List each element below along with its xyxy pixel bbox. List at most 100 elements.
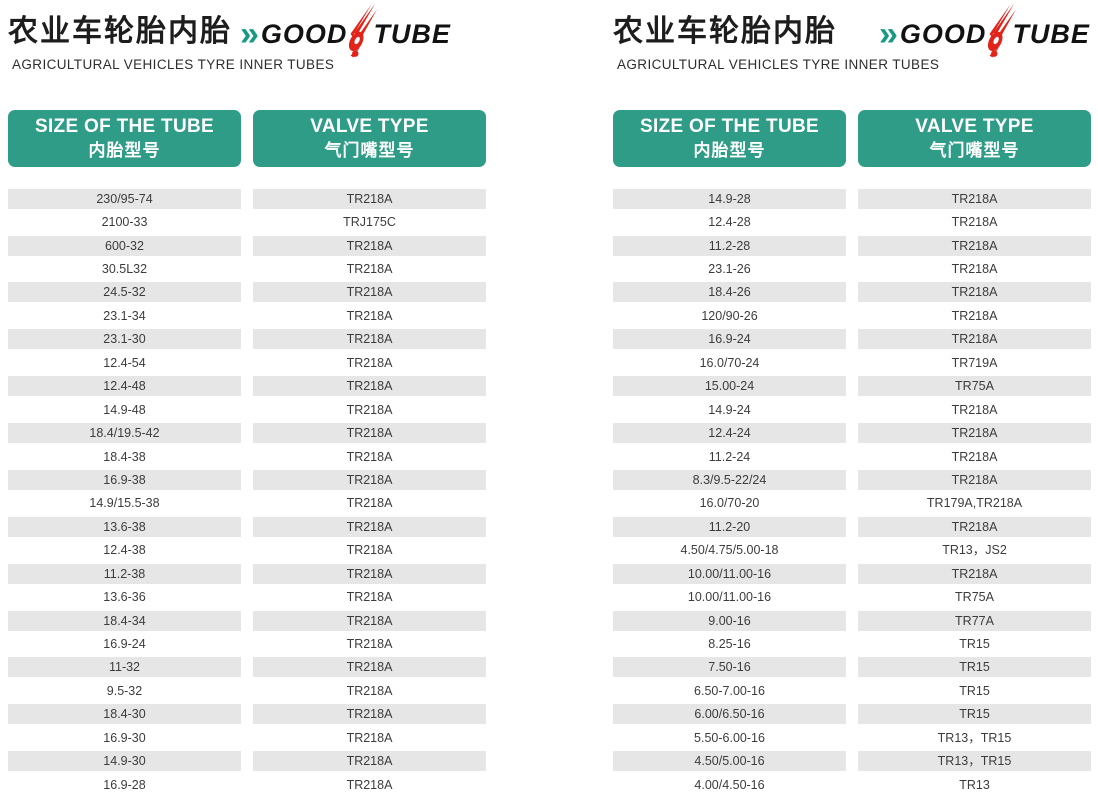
valve-cell: TR218A: [951, 449, 998, 464]
left-table-rows: 230/95-74 TR218A 2100-33 TRJ175C 600-32 TR218…: [8, 187, 486, 796]
valve-column-header: VALVE TYPE 气门嘴型号: [858, 110, 1091, 167]
valve-cell: TR218A: [253, 329, 486, 350]
valve-cell: TR218A: [346, 590, 393, 605]
logo-word-good: GOOD: [260, 19, 348, 49]
size-cell: 16.9-24: [103, 637, 146, 652]
table-row: 9.00-16 TR77A: [613, 609, 1091, 632]
table-row: 2100-33 TRJ175C: [8, 210, 486, 233]
table-row: 14.9-48 TR218A: [8, 398, 486, 421]
valve-cell: TR13，TR15: [937, 730, 1012, 745]
size-cell: 12.4-24: [613, 423, 846, 444]
logo-word-tube: TUBE: [373, 19, 451, 49]
size-cell: 30.5L32: [101, 262, 148, 277]
size-cell: 14.9/15.5-38: [89, 496, 160, 511]
table-row: 11-32 TR218A: [8, 656, 486, 679]
table-row: 12.4-54 TR218A: [8, 351, 486, 374]
size-cell: 14.9-28: [613, 188, 846, 209]
size-cell: 4.50/4.75/5.00-18: [680, 543, 779, 558]
table-row: 5.50-6.00-16 TR13，TR15: [613, 726, 1091, 749]
valve-cell: TR75A: [858, 376, 1091, 397]
chevron-right-icon: »: [240, 15, 259, 53]
size-cell: 14.9-30: [8, 751, 241, 772]
size-cell: 11.2-28: [613, 235, 846, 256]
size-cell: 5.50-6.00-16: [694, 730, 765, 745]
valve-cell: TR218A: [253, 423, 486, 444]
table-row: 11.2-38 TR218A: [8, 562, 486, 585]
valve-cell: TR218A: [951, 308, 998, 323]
table-row: 600-32 TR218A: [8, 234, 486, 257]
table-row: 24.5-32 TR218A: [8, 281, 486, 304]
table-row: 7.50-16 TR15: [613, 656, 1091, 679]
table-row: 11.2-28 TR218A: [613, 234, 1091, 257]
valve-cell: TR13: [959, 777, 990, 792]
table-header-row: SIZE OF THE TUBE 内胎型号 VALVE TYPE 气门嘴型号: [613, 110, 1091, 167]
table-row: 10.00/11.00-16 TR75A: [613, 585, 1091, 608]
valve-cell: TR218A: [253, 235, 486, 256]
size-header-english: SIZE OF THE TUBE: [640, 116, 819, 137]
valve-cell: TR218A: [346, 543, 393, 558]
table-row: 12.4-38 TR218A: [8, 539, 486, 562]
size-cell: 12.4-48: [8, 376, 241, 397]
table-row: 13.6-38 TR218A: [8, 515, 486, 538]
page-subtitle-english: AGRICULTURAL VEHICLES TYRE INNER TUBES: [617, 57, 940, 72]
valve-cell: TR218A: [951, 262, 998, 277]
table-row: 9.5-32 TR218A: [8, 679, 486, 702]
size-cell: 11.2-20: [613, 516, 846, 537]
valve-cell: TR15: [858, 704, 1091, 725]
size-cell: 15.00-24: [613, 376, 846, 397]
table-row: 16.0/70-20 TR179A,TR218A: [613, 492, 1091, 515]
valve-cell: TR179A,TR218A: [926, 496, 1023, 511]
size-cell: 9.5-32: [106, 683, 143, 698]
table-row: 11.2-20 TR218A: [613, 515, 1091, 538]
table-row: 23.1-30 TR218A: [8, 328, 486, 351]
brand-row: 农业车轮胎内胎 » GOOD TUBE: [8, 3, 451, 58]
valve-cell: TR218A: [346, 262, 393, 277]
table-row: 4.50/5.00-16 TR13，TR15: [613, 750, 1091, 773]
size-cell: 11.2-24: [708, 449, 751, 464]
table-row: 12.4-48 TR218A: [8, 375, 486, 398]
size-cell: 16.9-28: [103, 777, 146, 792]
table-row: 16.0/70-24 TR719A: [613, 351, 1091, 374]
size-cell: 18.4-34: [8, 610, 241, 631]
logo-word-good: GOOD: [899, 19, 987, 49]
table-row: 16.9-30 TR218A: [8, 726, 486, 749]
valve-cell: TR218A: [346, 308, 393, 323]
size-cell: 16.0/70-24: [699, 355, 760, 370]
valve-cell: TR75A: [955, 590, 994, 605]
table-row: 18.4-26 TR218A: [613, 281, 1091, 304]
size-cell: 23.1-30: [8, 329, 241, 350]
size-cell: 16.9-30: [103, 730, 146, 745]
table-row: 16.9-24 TR218A: [8, 632, 486, 655]
size-cell: 10.00/11.00-16: [613, 563, 846, 584]
size-cell: 16.9-38: [8, 469, 241, 490]
valve-cell: TR218A: [346, 496, 393, 511]
valve-cell: TR218A: [253, 188, 486, 209]
size-cell: 4.50/5.00-16: [613, 751, 846, 772]
chevron-right-icon: »: [879, 15, 898, 53]
size-cell: 23.1-34: [103, 308, 146, 323]
valve-cell: TR15: [959, 683, 990, 698]
table-row: 12.4-28 TR218A: [613, 210, 1091, 233]
red-comet-tube-icon: [343, 2, 378, 60]
valve-cell: TR218A: [858, 423, 1091, 444]
table-row: 11.2-24 TR218A: [613, 445, 1091, 468]
table-row: 23.1-34 TR218A: [8, 304, 486, 327]
table-row: 6.00/6.50-16 TR15: [613, 703, 1091, 726]
page-title-chinese: 农业车轮胎内胎: [8, 15, 232, 48]
size-header-chinese: 内胎型号: [88, 141, 161, 160]
valve-cell: TR218A: [858, 235, 1091, 256]
valve-cell: TR218A: [253, 563, 486, 584]
table-row: 23.1-26 TR218A: [613, 257, 1091, 280]
size-cell: 18.4-26: [613, 282, 846, 303]
valve-cell: TR218A: [253, 657, 486, 678]
valve-cell: TR218A: [858, 563, 1091, 584]
table-row: 8.25-16 TR15: [613, 632, 1091, 655]
table-row: 18.4/19.5-42 TR218A: [8, 421, 486, 444]
size-cell: 8.3/9.5-22/24: [613, 469, 846, 490]
size-cell: 13.6-36: [103, 590, 146, 605]
valve-header-chinese: 气门嘴型号: [929, 141, 1020, 160]
table-row: 16.9-38 TR218A: [8, 468, 486, 491]
table-row: 120/90-26 TR218A: [613, 304, 1091, 327]
valve-column-header: VALVE TYPE 气门嘴型号: [253, 110, 486, 167]
table-header-row: SIZE OF THE TUBE 内胎型号 VALVE TYPE 气门嘴型号: [8, 110, 486, 167]
